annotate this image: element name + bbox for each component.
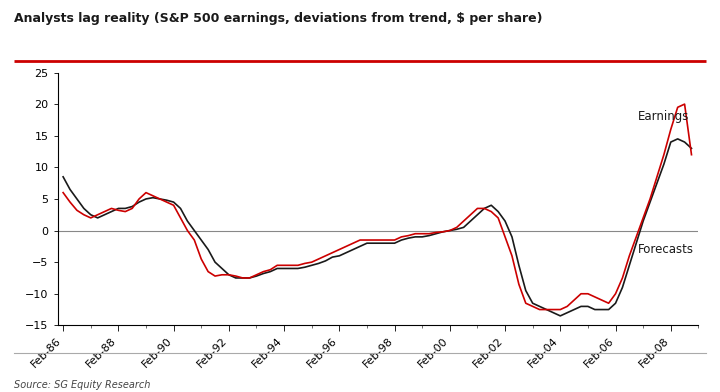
Text: Analysts lag reality (S&P 500 earnings, deviations from trend, $ per share): Analysts lag reality (S&P 500 earnings, … — [14, 12, 543, 25]
Text: Source: SG Equity Research: Source: SG Equity Research — [14, 380, 150, 390]
Text: Forecasts: Forecasts — [638, 243, 693, 256]
Text: Earnings: Earnings — [638, 110, 689, 123]
